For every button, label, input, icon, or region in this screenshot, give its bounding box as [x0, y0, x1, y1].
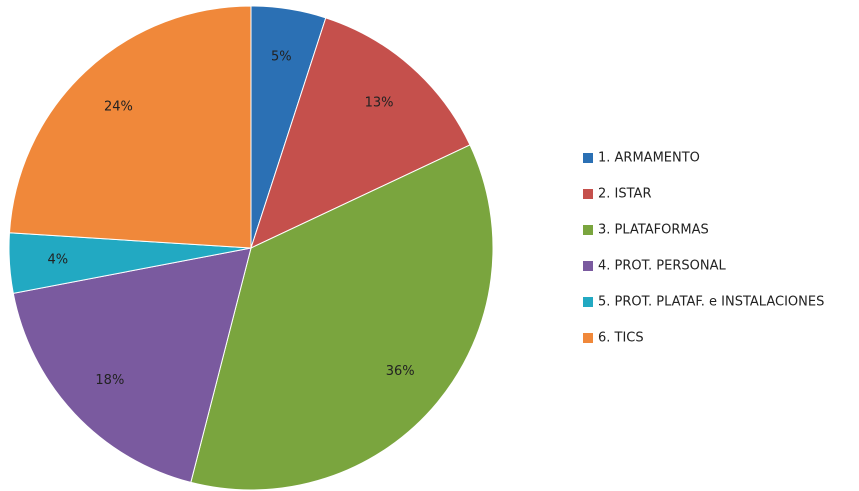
legend-swatch	[583, 261, 593, 271]
legend-label: 5. PROT. PLATAF. e INSTALACIONES	[598, 295, 824, 310]
legend-label: 3. PLATAFORMAS	[598, 223, 709, 238]
pie-slice	[250, 17, 471, 249]
value-label: 4%	[47, 253, 68, 268]
legend-swatch	[583, 225, 593, 235]
value-label: 5%	[271, 49, 292, 64]
legend-swatch	[583, 189, 593, 199]
legend-swatch	[583, 333, 593, 343]
legend-label: 2. ISTAR	[598, 187, 651, 202]
legend-label: 6. TICS	[598, 331, 644, 346]
legend-label: 4. PROT. PERSONAL	[598, 259, 726, 274]
pie-slice	[12, 247, 252, 484]
pie-slice	[190, 144, 494, 491]
value-label: 36%	[386, 364, 415, 379]
pie-slice	[8, 5, 252, 249]
legend-swatch	[583, 297, 593, 307]
value-label: 18%	[95, 373, 124, 388]
legend-swatch	[583, 153, 593, 163]
value-label: 24%	[104, 99, 133, 114]
legend-label: 1. ARMAMENTO	[598, 151, 700, 166]
value-label: 13%	[365, 95, 394, 110]
